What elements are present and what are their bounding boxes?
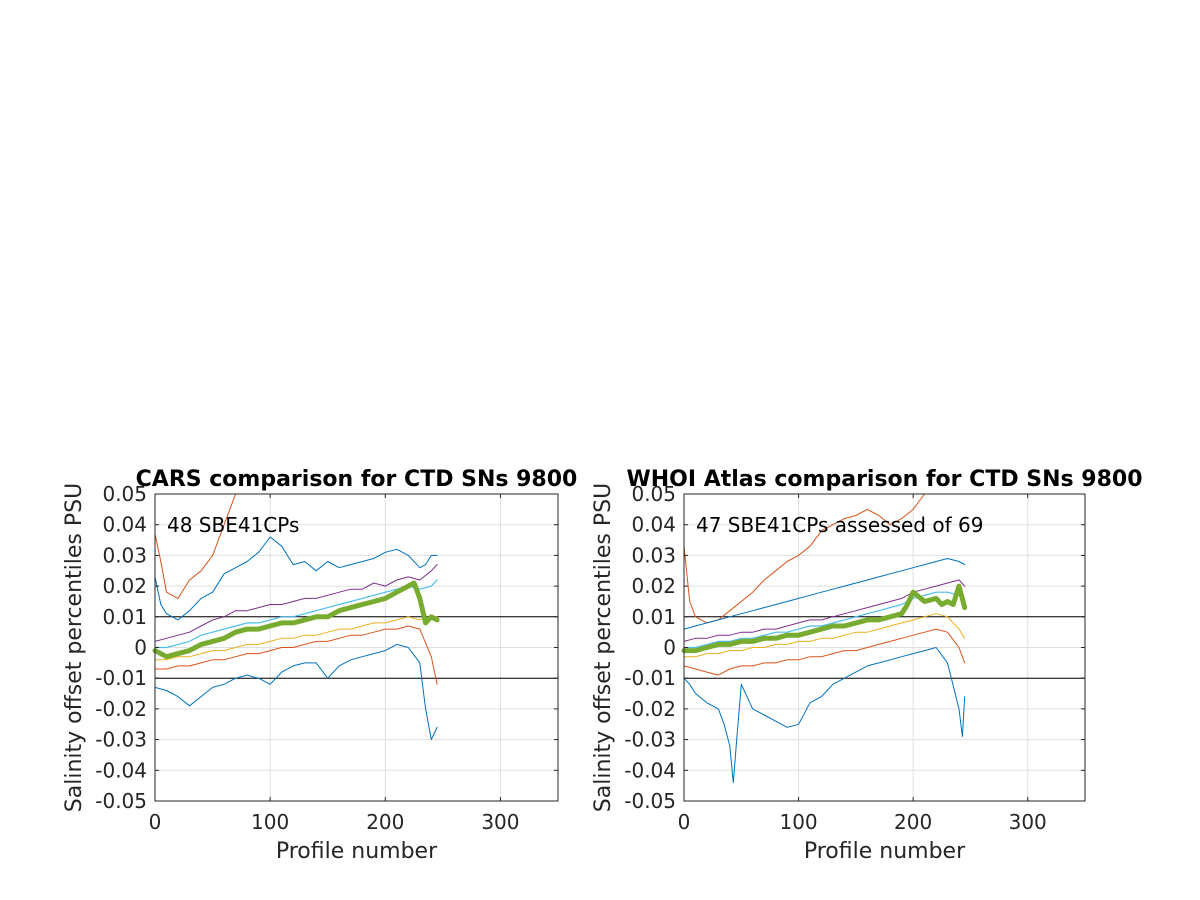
series-line-2 xyxy=(683,558,966,630)
y-tick-label: -0.02 xyxy=(95,697,147,721)
series-line-4 xyxy=(683,591,966,649)
series-line-6 xyxy=(683,628,966,676)
y-tick-label: -0.01 xyxy=(624,666,676,690)
y-tick-label: 0.03 xyxy=(102,543,147,567)
series-line-2 xyxy=(154,536,438,621)
y-tick-label: 0 xyxy=(663,636,676,660)
y-tick-label: -0.05 xyxy=(624,789,676,813)
y-tick-label: 0.04 xyxy=(631,513,676,537)
y-tick-labels: 0.05 0.04 0.03 0.02 0.01 0 -0.01 -0.02 -0.03 -0.0… xyxy=(95,482,558,813)
y-tick-label: 0.04 xyxy=(102,513,147,537)
cars-comparison-panel: 0 100 200 300 0.05 0.04 0.03 0.02 0.01 0 -0.01 -0.… xyxy=(62,467,577,864)
x-axis-label: Profile number xyxy=(276,839,438,864)
y-tick-label: 0.02 xyxy=(102,574,147,598)
x-tick-label: 200 xyxy=(894,810,932,834)
x-tick-label: 200 xyxy=(366,810,404,834)
y-tick-label: 0.01 xyxy=(631,605,676,629)
x-tick-labels: 0 100 200 300 xyxy=(678,494,1047,834)
annotation-text: 48 SBE41CPs xyxy=(167,513,299,537)
y-tick-label: -0.05 xyxy=(95,789,147,813)
annotation-text: 47 SBE41CPs assessed of 69 xyxy=(696,513,983,537)
y-axis-label: Salinity offset percentiles PSU xyxy=(62,483,87,812)
series-line-7 xyxy=(154,643,438,741)
series-line-4 xyxy=(154,579,438,649)
series-lines xyxy=(681,493,968,784)
x-tick-label: 300 xyxy=(481,810,519,834)
series-lines xyxy=(152,493,440,741)
series-line-6 xyxy=(154,625,438,685)
y-tick-label: -0.01 xyxy=(95,666,147,690)
y-tick-label: 0.05 xyxy=(631,482,676,506)
x-axis-label: Profile number xyxy=(804,839,966,864)
x-tick-label: 100 xyxy=(779,810,817,834)
x-tick-label: 300 xyxy=(1009,810,1047,834)
y-axis-label: Salinity offset percentiles PSU xyxy=(591,483,616,812)
y-tick-label: 0.02 xyxy=(631,574,676,598)
x-tick-label: 0 xyxy=(678,810,691,834)
y-tick-label: -0.02 xyxy=(624,697,676,721)
y-tick-label: -0.03 xyxy=(624,728,676,752)
y-tick-label: 0.05 xyxy=(102,482,147,506)
y-tick-label: 0.03 xyxy=(631,543,676,567)
y-tick-label: 0.01 xyxy=(102,605,147,629)
whoi-atlas-comparison-panel: 0 100 200 300 0.05 0.04 0.03 0.02 0.01 0 -0.01 -0.… xyxy=(591,467,1143,864)
x-tick-labels: 0 100 200 300 xyxy=(149,494,520,834)
series-line-1 xyxy=(683,493,966,624)
series-line-3 xyxy=(154,564,438,642)
series-line-5 xyxy=(154,616,438,661)
series-line-8 xyxy=(152,580,440,660)
series-line-3 xyxy=(683,579,966,642)
y-tick-label: -0.04 xyxy=(624,758,676,782)
chart-title: CARS comparison for CTD SNs 9800 xyxy=(136,467,578,492)
y-tick-label: -0.04 xyxy=(95,758,147,782)
reference-lines xyxy=(155,616,558,679)
x-tick-label: 100 xyxy=(251,810,289,834)
y-tick-label: 0 xyxy=(134,636,147,660)
series-line-7 xyxy=(683,647,966,784)
series-line-8 xyxy=(681,583,968,654)
y-tick-labels: 0.05 0.04 0.03 0.02 0.01 0 -0.01 -0.02 -0.03 -0.0… xyxy=(624,482,1085,813)
series-line-5 xyxy=(683,613,966,658)
y-tick-label: -0.03 xyxy=(95,728,147,752)
chart-title: WHOI Atlas comparison for CTD SNs 9800 xyxy=(626,467,1142,492)
x-tick-label: 0 xyxy=(149,810,162,834)
